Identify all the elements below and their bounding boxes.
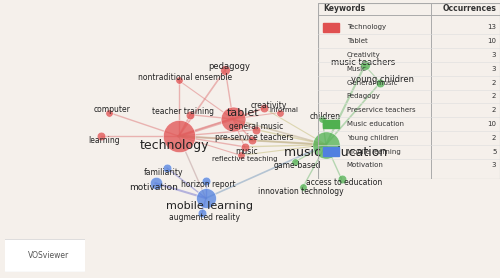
Point [318,117,326,121]
Text: Occurrences: Occurrences [442,4,496,13]
Text: 2: 2 [492,107,496,113]
Text: 2: 2 [492,135,496,141]
Text: Preservice teachers: Preservice teachers [346,107,416,113]
Text: Pedagogy: Pedagogy [346,93,380,100]
Text: Motivation: Motivation [346,163,384,168]
Point [237,153,245,158]
Text: horizon report: horizon report [182,180,236,189]
Text: augmented reality: augmented reality [169,212,240,222]
Point [338,177,345,181]
Text: music education: music education [284,146,388,159]
Text: children: children [310,112,340,121]
Point [229,117,237,121]
Text: informal: informal [270,107,298,113]
Text: music teachers: music teachers [330,58,395,66]
Text: 3: 3 [492,66,496,72]
Text: Young children: Young children [346,135,398,141]
Text: Creativity: Creativity [346,52,380,58]
Text: innovation technology: innovation technology [258,187,344,196]
Point [276,110,283,115]
Point [97,134,106,138]
Text: 3: 3 [492,52,496,58]
Text: VOSviewer: VOSviewer [28,251,70,260]
Text: 5: 5 [492,149,496,155]
Text: 3: 3 [492,163,496,168]
Point [221,68,229,72]
Point [299,185,307,190]
Text: Music education: Music education [346,121,404,127]
Text: access to education: access to education [306,178,382,187]
Text: general music: general music [229,122,283,131]
Point [240,145,248,149]
Text: 2: 2 [492,80,496,86]
Point [175,78,183,83]
Bar [323,120,340,128]
Text: tablet: tablet [226,108,259,118]
Text: Music: Music [346,66,366,72]
Text: young children: young children [352,75,414,84]
Text: nontraditional ensemble: nontraditional ensemble [138,73,232,82]
Point [252,127,260,132]
Point [186,113,194,117]
Point [175,134,183,138]
Text: mobile learning: mobile learning [166,201,254,211]
Text: Keywords: Keywords [323,4,365,13]
Text: 2: 2 [492,93,496,100]
Point [163,166,171,170]
Text: motivation: motivation [129,183,178,192]
Point [152,181,160,185]
Text: pedagogy: pedagogy [208,62,250,71]
Text: 13: 13 [488,24,496,30]
Point [198,211,206,215]
Text: teacher training: teacher training [152,107,214,116]
Text: technology: technology [140,139,209,152]
Bar [323,147,340,156]
Bar [323,23,340,32]
Text: pre-service teachers: pre-service teachers [215,133,294,142]
Text: creativity: creativity [250,101,287,110]
Text: 10: 10 [488,121,496,127]
Text: computer: computer [94,105,130,114]
Text: music: music [236,147,258,156]
Point [202,196,210,200]
Text: Tablet: Tablet [346,38,368,44]
Text: Technology: Technology [346,24,386,30]
Point [202,179,210,183]
Text: reflective teaching: reflective teaching [212,156,278,162]
Text: Mobile learning: Mobile learning [346,149,401,155]
Point [361,63,369,68]
Point [291,160,299,164]
Point [376,80,384,85]
Text: familiarity: familiarity [144,168,184,177]
FancyBboxPatch shape [2,239,88,272]
Point [105,110,113,115]
Point [248,138,256,143]
Text: learning: learning [88,136,120,145]
Text: General music: General music [346,80,397,86]
Point [260,106,268,110]
Text: 10: 10 [488,38,496,44]
Point [322,142,330,147]
Text: game-based: game-based [274,161,322,170]
